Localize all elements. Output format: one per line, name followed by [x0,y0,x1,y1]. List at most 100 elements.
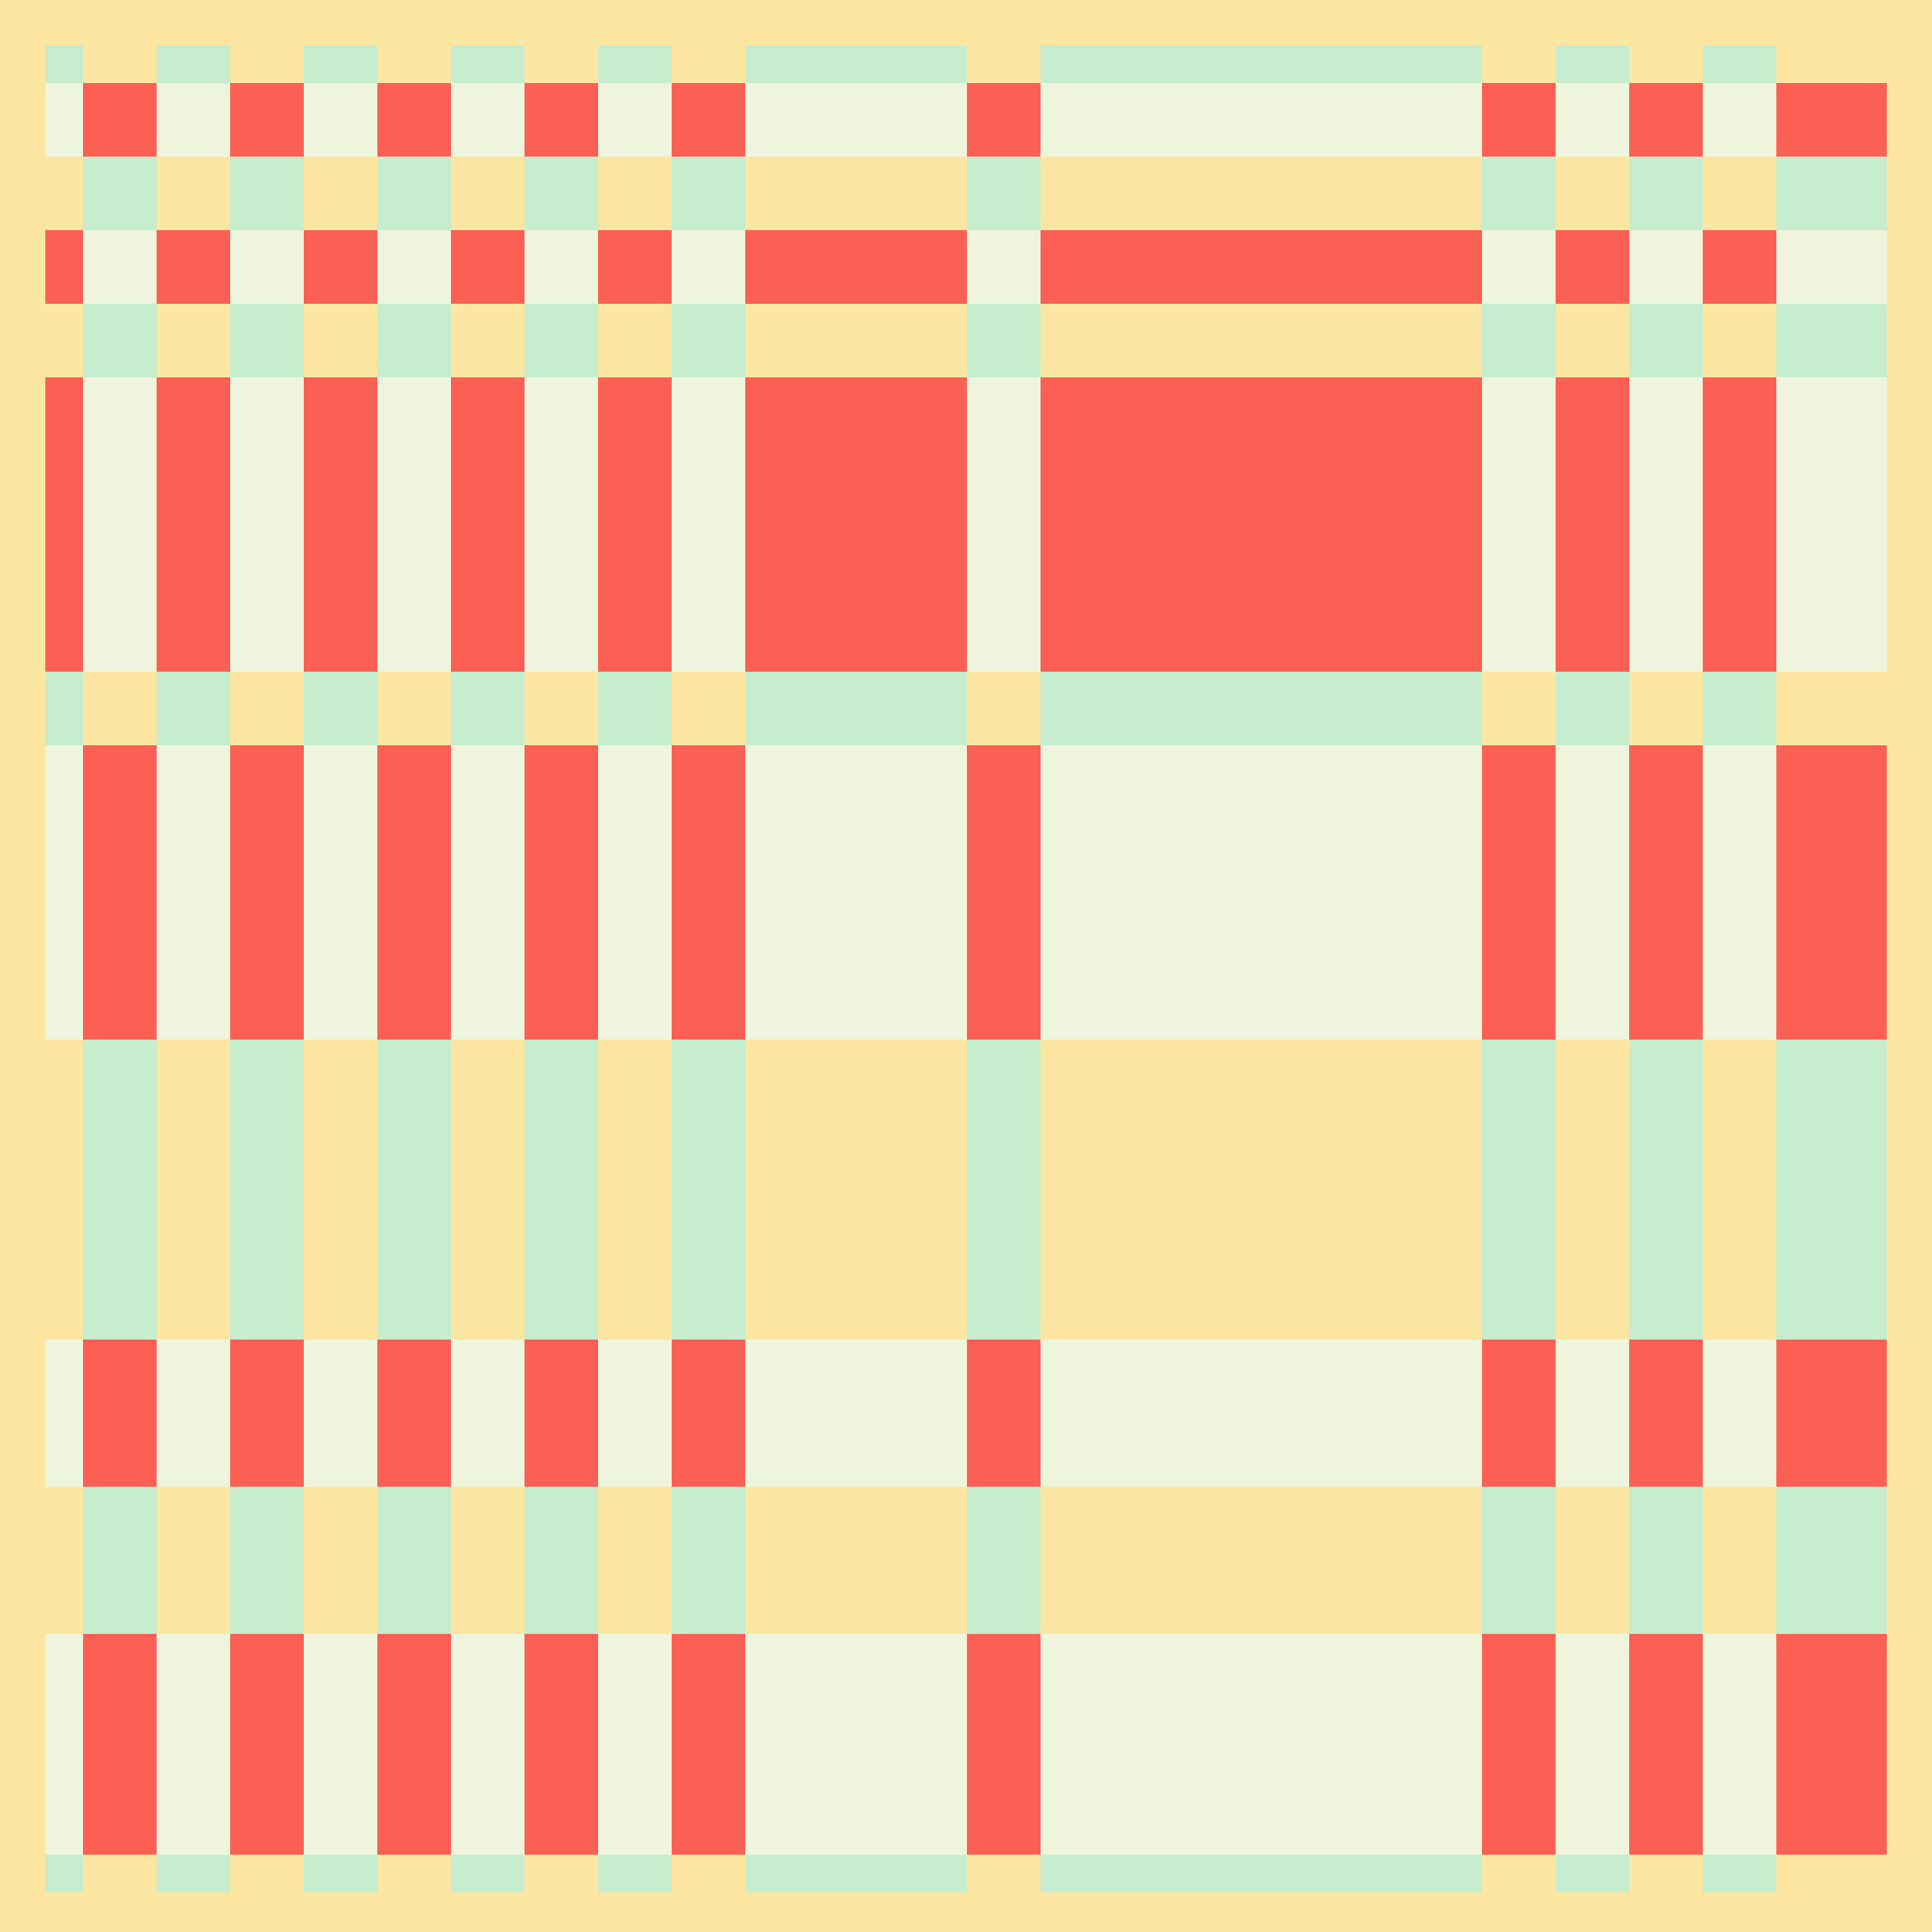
pattern-cell-r2c2 [83,83,157,157]
pattern-cell-r5c18 [1776,304,1887,377]
pattern-cell-r7c5 [304,672,377,745]
pattern-cell-r4c13 [1041,230,1482,304]
pattern-cell-r1c7 [451,45,525,83]
pattern-cell-r8c12 [967,745,1041,1040]
pattern-cell-r1c5 [304,45,377,83]
pattern-cell-r9c17 [1703,1040,1776,1340]
pattern-cell-r10c8 [525,1340,598,1487]
pattern-cell-r4c6 [377,230,451,304]
pattern-cell-r7c9 [598,672,672,745]
pattern-cell-r1c8 [525,45,598,83]
pattern-cell-r7c10 [672,672,745,745]
pattern-cell-r5c10 [672,304,745,377]
pattern-cell-r13c7 [451,1855,525,1892]
pattern-cell-r4c14 [1482,230,1556,304]
pattern-cell-r2c17 [1703,83,1776,157]
pattern-cell-r4c11 [745,230,967,304]
pattern-cell-r4c4 [230,230,304,304]
pattern-cell-r11c4 [230,1487,304,1634]
pattern-cell-r8c9 [598,745,672,1040]
pattern-cell-r11c15 [1556,1487,1629,1634]
pattern-cell-r9c16 [1629,1040,1703,1340]
pattern-cell-r3c9 [598,157,672,230]
pattern-cell-r3c3 [157,157,230,230]
pattern-cell-r4c10 [672,230,745,304]
pattern-cell-r7c16 [1629,672,1703,745]
pattern-cell-r3c17 [1703,157,1776,230]
pattern-cell-r5c8 [525,304,598,377]
pattern-cell-r9c18 [1776,1040,1887,1340]
pattern-cell-r13c2 [83,1855,157,1892]
pattern-cell-r4c15 [1556,230,1629,304]
pattern-cell-r10c5 [304,1340,377,1487]
pattern-cell-r1c12 [967,45,1041,83]
pattern-cell-r12c5 [304,1634,377,1855]
pattern-cell-r3c13 [1041,157,1482,230]
pattern-cell-r12c1 [45,1634,83,1855]
pattern-cell-r3c8 [525,157,598,230]
pattern-cell-r6c14 [1482,377,1556,672]
pattern-cell-r6c2 [83,377,157,672]
pattern-cell-r1c15 [1556,45,1629,83]
pattern-cell-r5c7 [451,304,525,377]
pattern-cell-r9c6 [377,1040,451,1340]
pattern-cell-r9c14 [1482,1040,1556,1340]
pattern-cell-r1c3 [157,45,230,83]
pattern-cell-r5c17 [1703,304,1776,377]
pattern-cell-r12c13 [1041,1634,1482,1855]
pattern-cell-r12c8 [525,1634,598,1855]
pattern-cell-r5c6 [377,304,451,377]
pattern-cell-r2c10 [672,83,745,157]
pattern-cell-r13c10 [672,1855,745,1892]
pattern-cell-r1c1 [45,45,83,83]
pattern-cell-r12c4 [230,1634,304,1855]
pattern-cell-r10c18 [1776,1340,1887,1487]
pattern-cell-r8c17 [1703,745,1776,1040]
pattern-cell-r8c16 [1629,745,1703,1040]
pattern-cell-r8c6 [377,745,451,1040]
pattern-cell-r13c12 [967,1855,1041,1892]
pattern-cell-r7c3 [157,672,230,745]
pattern-cell-r4c3 [157,230,230,304]
pattern-cell-r5c15 [1556,304,1629,377]
pattern-cell-r4c5 [304,230,377,304]
pattern-cell-r8c5 [304,745,377,1040]
pattern-cell-r11c16 [1629,1487,1703,1634]
pattern-cell-r2c11 [745,83,967,157]
pattern-cell-r10c3 [157,1340,230,1487]
pattern-cell-r10c10 [672,1340,745,1487]
pattern-cell-r11c18 [1776,1487,1887,1634]
pattern-cell-r7c13 [1041,672,1482,745]
pattern-cell-r11c12 [967,1487,1041,1634]
pattern-cell-r12c6 [377,1634,451,1855]
pattern-cell-r6c5 [304,377,377,672]
pattern-cell-r10c15 [1556,1340,1629,1487]
pattern-cell-r1c2 [83,45,157,83]
pattern-cell-r7c15 [1556,672,1629,745]
pattern-cell-r1c11 [745,45,967,83]
pattern-cell-r6c13 [1041,377,1482,672]
pattern-cell-r8c10 [672,745,745,1040]
pattern-cell-r8c14 [1482,745,1556,1040]
pattern-cell-r10c9 [598,1340,672,1487]
pattern-cell-r12c14 [1482,1634,1556,1855]
pattern-cell-r3c2 [83,157,157,230]
pattern-cell-r13c17 [1703,1855,1776,1892]
pattern-cell-r2c4 [230,83,304,157]
pattern-cell-r1c6 [377,45,451,83]
pattern-cell-r8c1 [45,745,83,1040]
pattern-cell-r10c1 [45,1340,83,1487]
pattern-cell-r11c10 [672,1487,745,1634]
pattern-cell-r2c5 [304,83,377,157]
pattern-cell-r2c9 [598,83,672,157]
pattern-cell-r5c16 [1629,304,1703,377]
pattern-cell-r8c15 [1556,745,1629,1040]
pattern-cell-r8c7 [451,745,525,1040]
pattern-cell-r10c17 [1703,1340,1776,1487]
pattern-cell-r10c14 [1482,1340,1556,1487]
pattern-cell-r3c12 [967,157,1041,230]
pattern-cell-r1c4 [230,45,304,83]
pattern-cell-r9c13 [1041,1040,1482,1340]
pattern-cell-r7c1 [45,672,83,745]
pattern-cell-r2c6 [377,83,451,157]
